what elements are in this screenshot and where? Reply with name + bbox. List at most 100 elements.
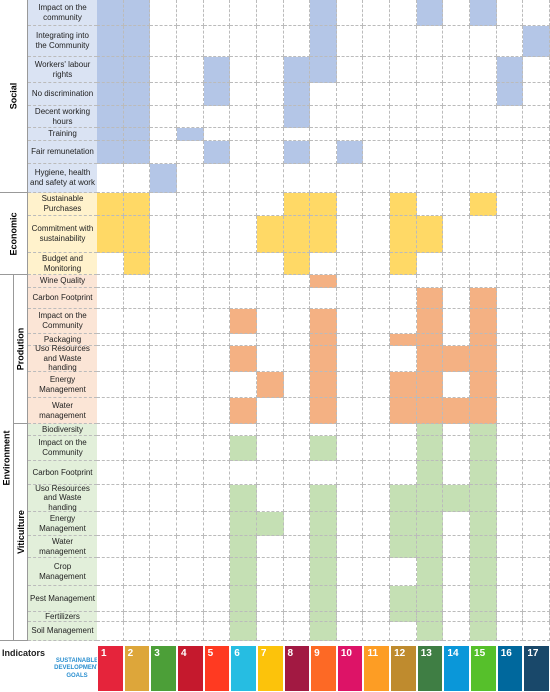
matrix-cell [97, 424, 124, 436]
matrix-cell [496, 288, 524, 309]
matrix-cell [230, 622, 257, 641]
matrix-cell [523, 216, 550, 253]
matrix-cell [176, 536, 204, 558]
matrix-cell [390, 164, 417, 193]
matrix-cell [203, 436, 231, 461]
matrix-cell [416, 106, 444, 128]
label-text: Fair remunetation [31, 147, 94, 157]
row-label: Budget and Monitoring [28, 253, 97, 275]
matrix-cell [470, 275, 497, 288]
matrix-cell [230, 586, 257, 612]
label-text: 3 [154, 648, 160, 659]
matrix-cell [496, 586, 524, 612]
matrix-cell [470, 536, 497, 558]
matrix-cell [443, 275, 471, 288]
matrix-cell [443, 309, 471, 334]
matrix-cell [230, 193, 257, 216]
matrix-cell [310, 309, 337, 334]
matrix-cell [523, 334, 550, 346]
matrix-cell [363, 193, 391, 216]
matrix-cell [470, 424, 497, 436]
matrix-cell [310, 586, 337, 612]
matrix-cell [416, 128, 444, 141]
matrix-cell [470, 288, 497, 309]
matrix-cell [256, 424, 284, 436]
matrix-cell [123, 612, 151, 622]
matrix-cell [336, 436, 364, 461]
row-label: Fertilizers [28, 612, 97, 622]
matrix-cell [150, 164, 177, 193]
matrix-cell [496, 26, 524, 57]
matrix-cell [123, 558, 151, 586]
matrix-cell [363, 346, 391, 372]
matrix-cell [150, 288, 177, 309]
matrix-cell [416, 485, 444, 512]
matrix-cell [230, 372, 257, 398]
matrix-cell [150, 612, 177, 622]
row-label: Biodiversity [28, 424, 97, 436]
matrix-cell [363, 398, 391, 424]
matrix-cell [310, 372, 337, 398]
matrix-cell [496, 141, 524, 164]
matrix-cell [283, 346, 311, 372]
matrix-cell [256, 372, 284, 398]
matrix-cell [470, 128, 497, 141]
matrix-cell [470, 164, 497, 193]
matrix-cell [203, 512, 231, 536]
matrix-cell [176, 512, 204, 536]
matrix-cell [336, 216, 364, 253]
matrix-cell [150, 334, 177, 346]
matrix-cell [443, 346, 471, 372]
matrix-cell [443, 372, 471, 398]
matrix-cell [416, 586, 444, 612]
matrix-cell [443, 398, 471, 424]
matrix-cell [97, 0, 124, 26]
matrix-cell [443, 485, 471, 512]
matrix-cell [523, 141, 550, 164]
matrix-cell [523, 461, 550, 485]
label-text: Crop Management [39, 561, 86, 581]
matrix-cell [310, 436, 337, 461]
matrix-cell [310, 83, 337, 106]
matrix-cell [176, 0, 204, 26]
matrix-cell [390, 334, 417, 346]
matrix-cell [283, 288, 311, 309]
matrix-cell [256, 612, 284, 622]
matrix-cell [310, 558, 337, 586]
matrix-cell [363, 461, 391, 485]
row-label: Impact on the community [28, 0, 97, 26]
matrix-cell [230, 461, 257, 485]
matrix-cell [443, 0, 471, 26]
matrix-cell [363, 485, 391, 512]
matrix-cell [97, 164, 124, 193]
matrix-cell [123, 106, 151, 128]
matrix-cell [123, 57, 151, 83]
matrix-cell [390, 461, 417, 485]
sdg-icon: 11 [363, 645, 391, 692]
matrix-cell [123, 275, 151, 288]
matrix-cell [416, 253, 444, 275]
matrix-cell [123, 288, 151, 309]
matrix-cell [176, 346, 204, 372]
matrix-cell [97, 288, 124, 309]
matrix-cell [310, 485, 337, 512]
matrix-cell [123, 424, 151, 436]
matrix-cell [363, 128, 391, 141]
matrix-cell [416, 424, 444, 436]
row-label: Soil Management [28, 622, 97, 641]
matrix-cell [363, 0, 391, 26]
matrix-cell [283, 216, 311, 253]
row-label: Impact on the Community [28, 436, 97, 461]
matrix-cell [336, 26, 364, 57]
matrix-cell [496, 57, 524, 83]
matrix-cell [283, 622, 311, 641]
matrix-cell [416, 57, 444, 83]
matrix-cell [496, 372, 524, 398]
matrix-cell [336, 398, 364, 424]
matrix-cell [416, 0, 444, 26]
matrix-cell [123, 346, 151, 372]
sdg-icon: 3 [150, 645, 177, 692]
matrix-cell [416, 275, 444, 288]
matrix-cell [283, 275, 311, 288]
label-text: 14 [447, 648, 459, 659]
